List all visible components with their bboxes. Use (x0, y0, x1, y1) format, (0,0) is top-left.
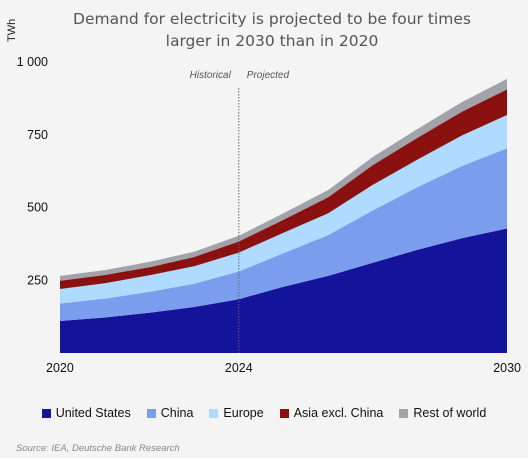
legend-swatch (41, 408, 51, 418)
legend-label: Europe (223, 406, 264, 420)
chart-title-line-1: Demand for electricity is projected to b… (73, 10, 471, 28)
legend-item: Europe (209, 406, 264, 420)
historical-label: Historical (190, 70, 232, 81)
legend-swatch (209, 408, 219, 418)
area-series-united-states (60, 228, 507, 353)
area-layers (60, 78, 507, 353)
x-tick-labels: 2020 2024 2030 (46, 361, 521, 375)
legend-item: United States (41, 406, 131, 420)
legend-label: United States (55, 406, 131, 420)
legend-item: Rest of world (399, 406, 486, 420)
legend-label: Asia excl. China (293, 406, 384, 420)
chart-title-line-2: larger in 2030 than in 2020 (166, 32, 379, 50)
area-series-china (60, 148, 507, 321)
area-series-europe (60, 115, 507, 304)
legend: United States China Europe Asia excl. China… (0, 406, 528, 420)
legend-swatch (399, 408, 409, 418)
legend-swatch (146, 408, 156, 418)
legend-item: Asia excl. China (279, 406, 384, 420)
source-note: Source: IEA, Deutsche Bank Research (16, 443, 180, 454)
projected-label: Projected (247, 70, 290, 81)
y-tick-label: 500 (27, 201, 48, 215)
legend-label: Rest of world (413, 406, 487, 420)
legend-item: China (146, 406, 194, 420)
y-tick-labels: 250 500 750 1 000 (17, 55, 48, 287)
x-tick-label: 2020 (46, 361, 74, 375)
y-tick-label: 750 (27, 128, 48, 142)
y-tick-label: 250 (27, 273, 48, 287)
legend-swatch (279, 408, 289, 418)
x-tick-label: 2024 (225, 361, 253, 375)
x-tick-label: 2030 (493, 361, 521, 375)
legend-label: China (160, 406, 194, 420)
y-axis-unit: TWh (6, 19, 18, 42)
y-tick-label: 1 000 (17, 55, 48, 69)
